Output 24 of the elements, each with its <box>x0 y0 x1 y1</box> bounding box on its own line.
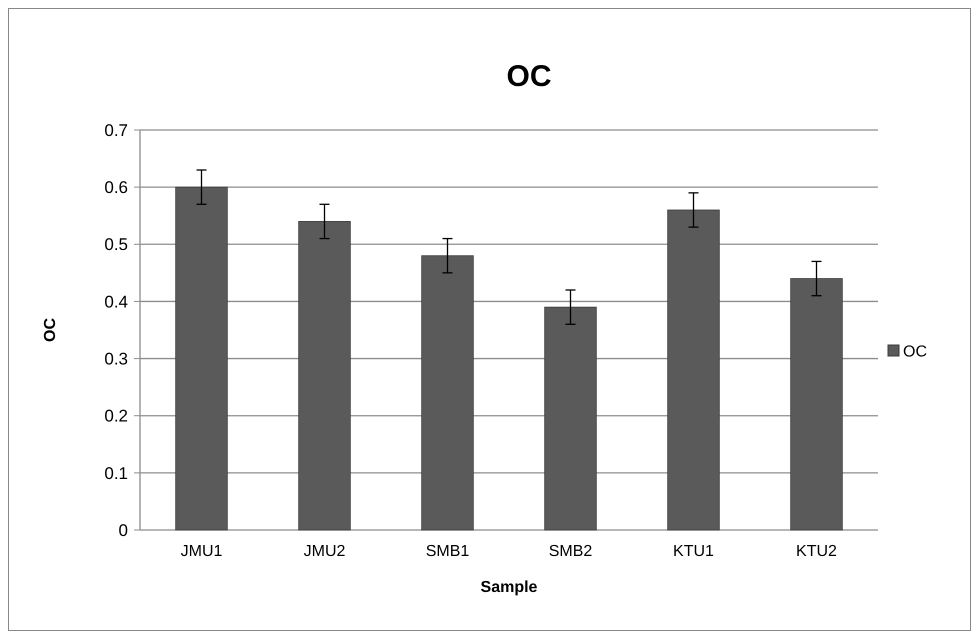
bar <box>790 278 843 530</box>
y-tick-label: 0.1 <box>104 464 128 483</box>
y-tick-label: 0 <box>118 520 128 540</box>
y-tick-label: 0.6 <box>104 178 128 198</box>
bar <box>298 221 351 530</box>
x-tick-label: JMU1 <box>180 543 222 560</box>
x-axis-title: Sample <box>480 579 538 596</box>
x-tick-label: SMB1 <box>426 543 470 560</box>
y-axis-title: OC <box>42 318 59 342</box>
y-tick-label: 0.3 <box>104 350 128 369</box>
y-tick-label: 0.7 <box>104 120 128 140</box>
y-tick-label: 0.4 <box>104 292 128 312</box>
chart-title: OC <box>506 60 552 93</box>
y-tick-label: 0.2 <box>104 406 128 426</box>
bar <box>667 210 720 530</box>
bar <box>421 255 474 530</box>
y-tick-label: 0.5 <box>104 235 128 254</box>
x-tick-label: JMU2 <box>304 543 346 560</box>
bar <box>175 186 228 530</box>
x-tick-label: KTU1 <box>673 543 714 560</box>
x-tick-label: SMB2 <box>548 543 592 560</box>
x-tick-label: KTU2 <box>796 543 838 560</box>
bar <box>544 306 597 530</box>
legend-label: OC <box>903 344 927 361</box>
